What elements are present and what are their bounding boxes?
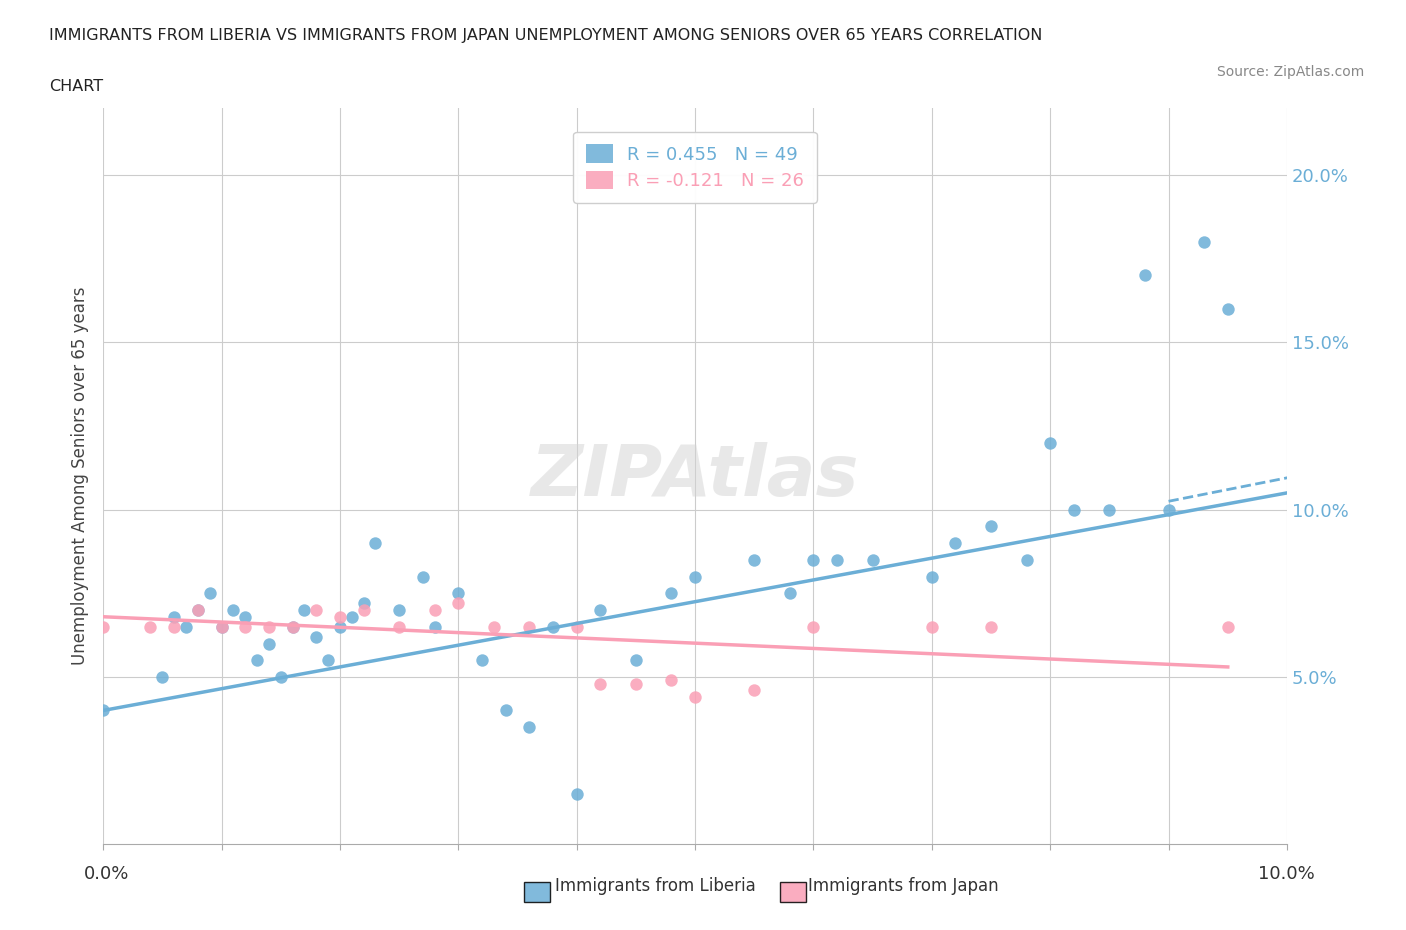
Legend: R = 0.455   N = 49, R = -0.121   N = 26: R = 0.455 N = 49, R = -0.121 N = 26 — [574, 132, 817, 203]
Point — [257, 619, 280, 634]
Point — [447, 596, 470, 611]
Point — [292, 603, 315, 618]
Point — [742, 552, 765, 567]
Point — [412, 569, 434, 584]
Point — [211, 619, 233, 634]
Point — [139, 619, 162, 634]
Point — [340, 609, 363, 624]
Point — [980, 519, 1002, 534]
Point — [246, 653, 269, 668]
Point — [495, 703, 517, 718]
Point — [624, 676, 647, 691]
Point — [565, 619, 588, 634]
Point — [1133, 268, 1156, 283]
Point — [233, 609, 256, 624]
Point — [388, 603, 411, 618]
Text: Immigrants from Liberia: Immigrants from Liberia — [555, 877, 756, 895]
Point — [150, 670, 173, 684]
Point — [624, 653, 647, 668]
Point — [589, 603, 612, 618]
Point — [471, 653, 494, 668]
Point — [862, 552, 884, 567]
Point — [305, 603, 328, 618]
Point — [779, 586, 801, 601]
Text: IMMIGRANTS FROM LIBERIA VS IMMIGRANTS FROM JAPAN UNEMPLOYMENT AMONG SENIORS OVER: IMMIGRANTS FROM LIBERIA VS IMMIGRANTS FR… — [49, 28, 1043, 43]
Point — [482, 619, 505, 634]
Point — [1216, 619, 1239, 634]
Point — [329, 619, 352, 634]
Point — [353, 596, 375, 611]
Text: ZIPAtlas: ZIPAtlas — [531, 442, 859, 511]
Y-axis label: Unemployment Among Seniors over 65 years: Unemployment Among Seniors over 65 years — [72, 287, 89, 666]
Point — [222, 603, 245, 618]
Text: Source: ZipAtlas.com: Source: ZipAtlas.com — [1216, 65, 1364, 79]
Point — [803, 552, 825, 567]
Point — [803, 619, 825, 634]
Point — [541, 619, 564, 634]
Point — [281, 619, 304, 634]
Point — [388, 619, 411, 634]
Point — [1157, 502, 1180, 517]
Point — [270, 670, 292, 684]
Point — [257, 636, 280, 651]
Point — [661, 586, 683, 601]
Point — [589, 676, 612, 691]
Text: 10.0%: 10.0% — [1258, 865, 1315, 883]
Point — [91, 619, 114, 634]
Point — [565, 787, 588, 802]
Text: CHART: CHART — [49, 79, 103, 94]
Point — [353, 603, 375, 618]
Point — [1098, 502, 1121, 517]
Point — [921, 619, 943, 634]
Text: 0.0%: 0.0% — [84, 865, 129, 883]
Point — [1015, 552, 1038, 567]
Point — [517, 720, 540, 735]
Point — [187, 603, 209, 618]
Point — [1063, 502, 1085, 517]
Point — [1216, 301, 1239, 316]
Point — [423, 603, 446, 618]
Point — [163, 609, 186, 624]
Text: Immigrants from Japan: Immigrants from Japan — [808, 877, 1000, 895]
Point — [921, 569, 943, 584]
Point — [825, 552, 848, 567]
Point — [980, 619, 1002, 634]
Point — [211, 619, 233, 634]
Point — [742, 683, 765, 698]
Point — [945, 536, 967, 551]
Point — [305, 630, 328, 644]
Point — [683, 690, 706, 705]
Point — [517, 619, 540, 634]
Point — [91, 703, 114, 718]
Point — [329, 609, 352, 624]
Point — [364, 536, 387, 551]
FancyBboxPatch shape — [524, 882, 550, 902]
Point — [174, 619, 197, 634]
Point — [1039, 435, 1062, 450]
Point — [281, 619, 304, 634]
Point — [233, 619, 256, 634]
Point — [316, 653, 339, 668]
Point — [187, 603, 209, 618]
Point — [447, 586, 470, 601]
FancyBboxPatch shape — [780, 882, 806, 902]
Point — [198, 586, 221, 601]
Point — [661, 673, 683, 688]
Point — [683, 569, 706, 584]
Point — [423, 619, 446, 634]
Point — [163, 619, 186, 634]
Point — [1192, 234, 1215, 249]
